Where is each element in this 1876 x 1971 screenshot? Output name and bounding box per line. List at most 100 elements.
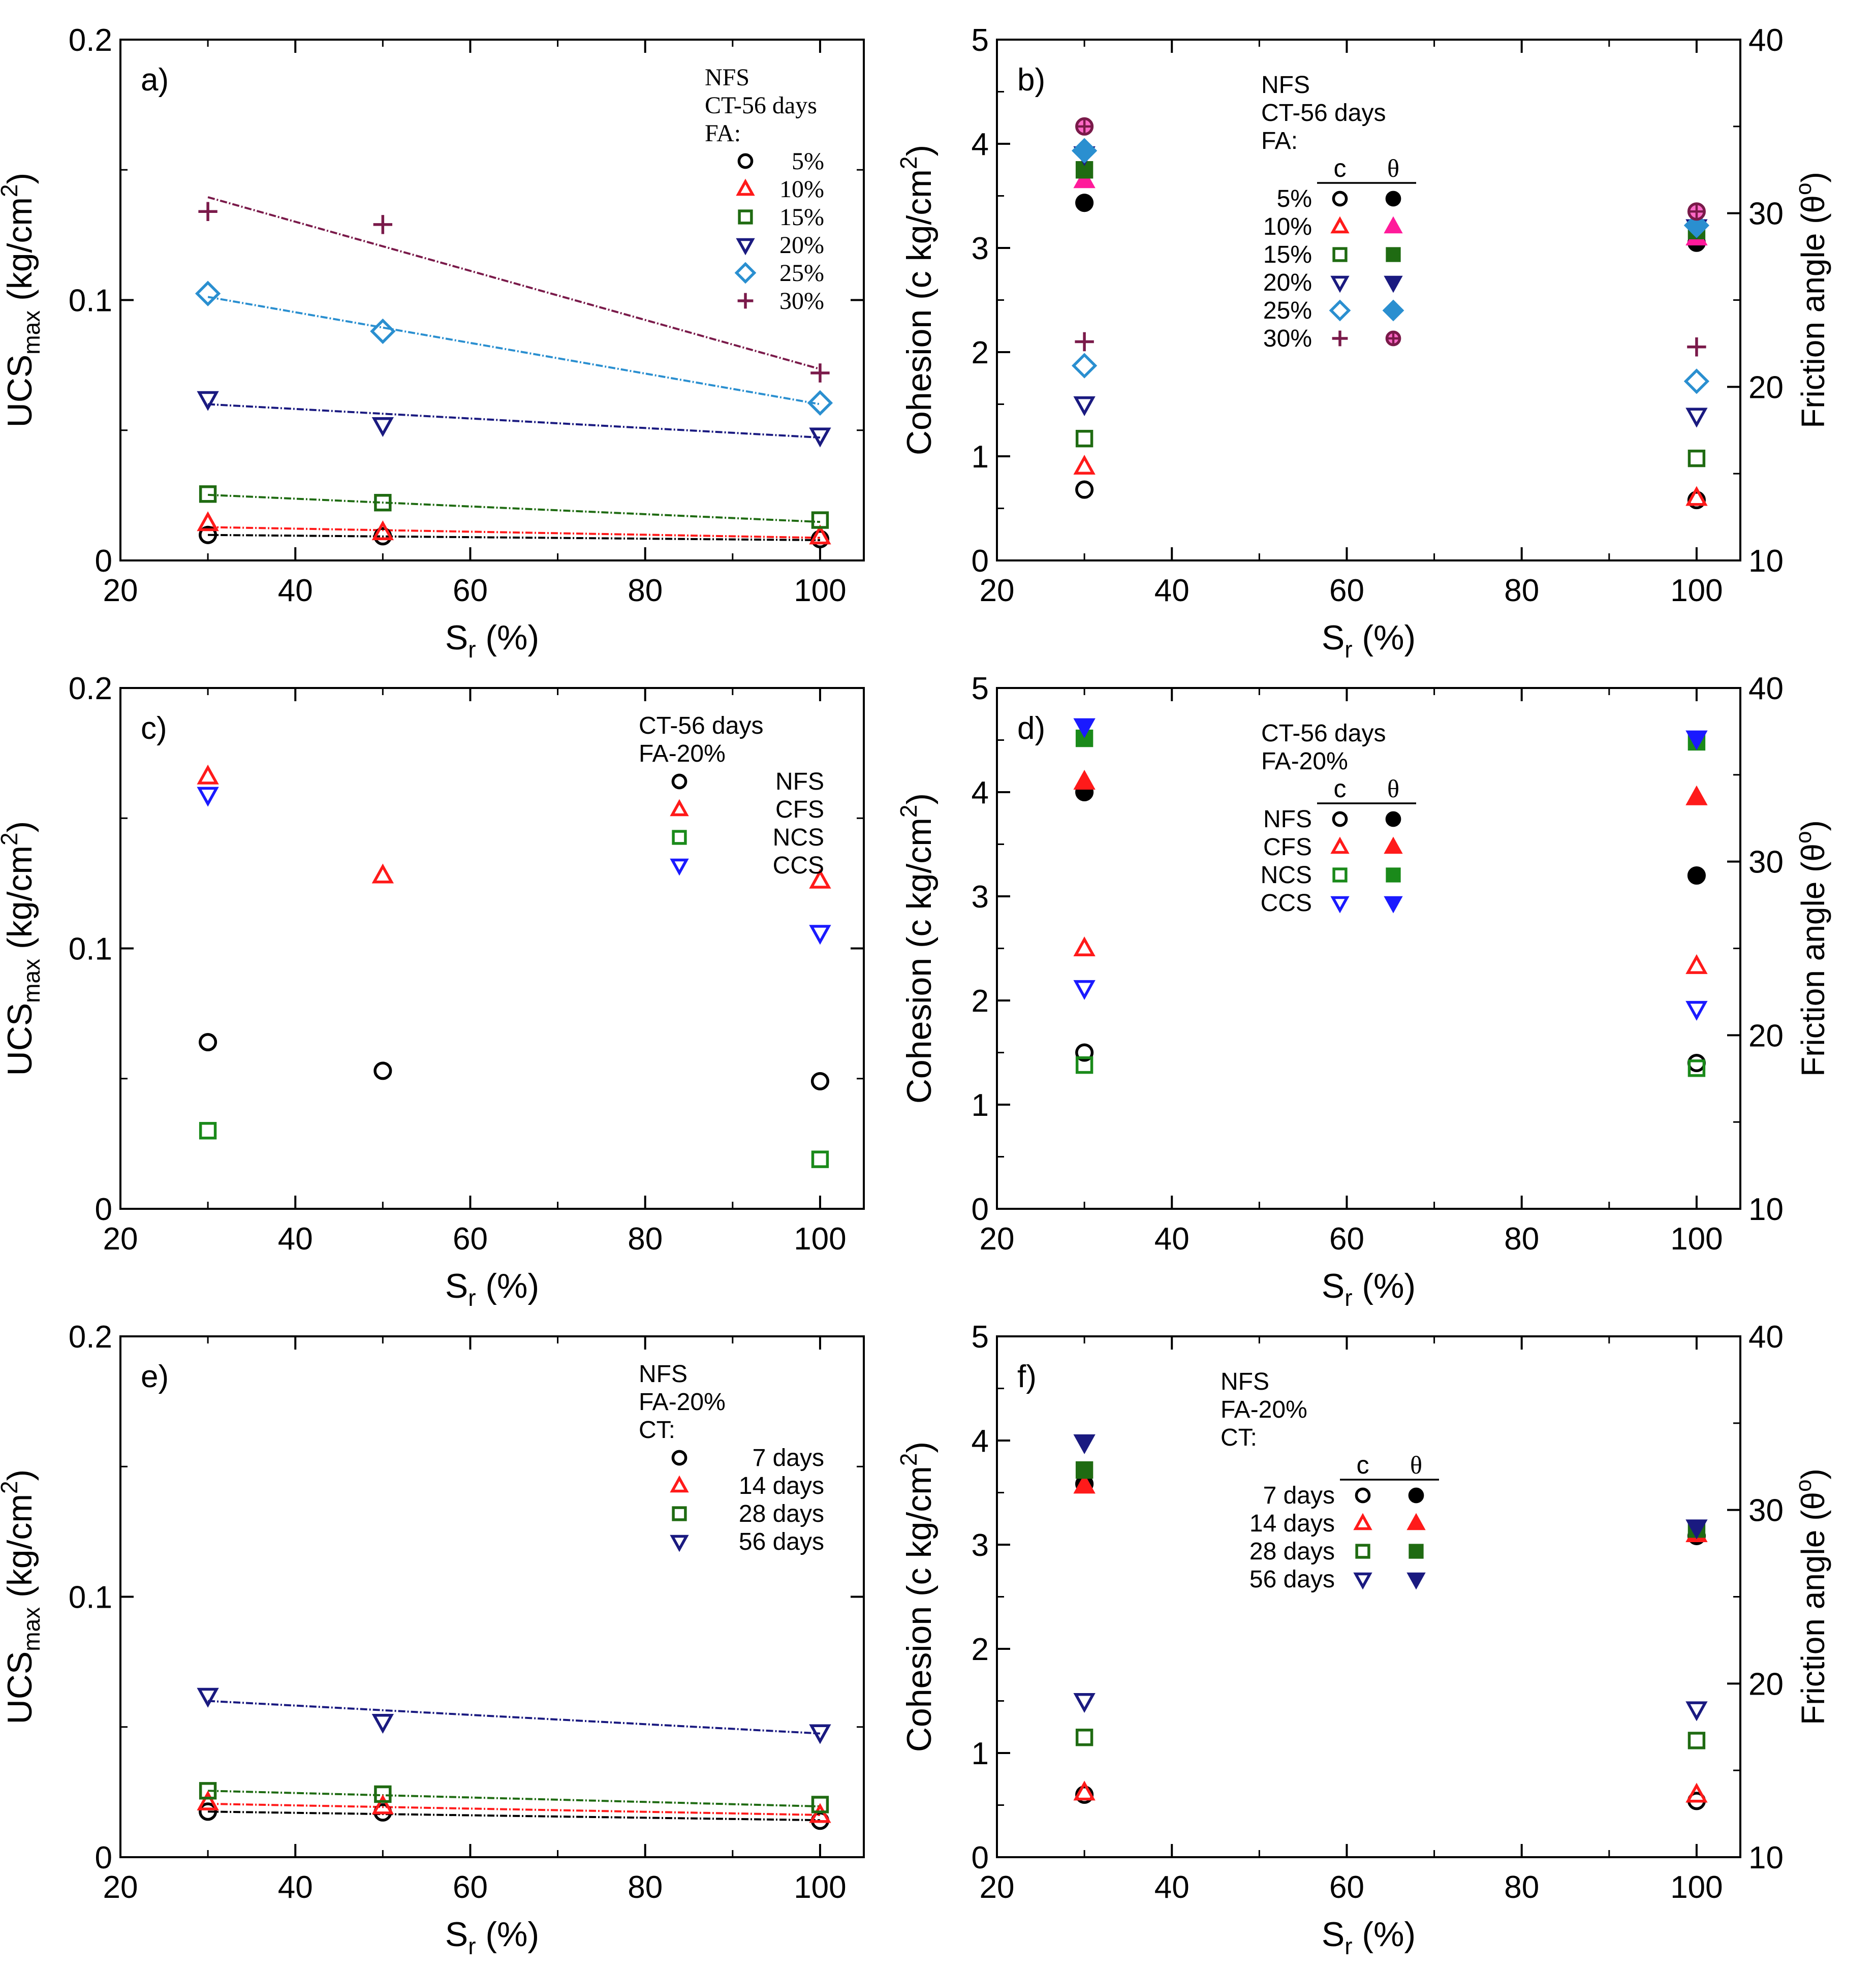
legend-marker-theta bbox=[1382, 299, 1404, 322]
y2-label-close: ) bbox=[1795, 820, 1831, 831]
data-point-cohesion bbox=[1071, 353, 1098, 379]
fit-line bbox=[207, 296, 821, 405]
series-1 bbox=[197, 764, 831, 889]
legend-col-theta: θ bbox=[1387, 774, 1399, 803]
legend-marker-c bbox=[1353, 1513, 1372, 1530]
legend-col-c: c bbox=[1334, 154, 1347, 182]
data-point-friction-angle bbox=[1073, 1474, 1096, 1494]
y-tick-label: 3 bbox=[972, 231, 989, 266]
y-label-sub: max bbox=[18, 1607, 45, 1651]
data-point-friction-angle bbox=[1073, 168, 1096, 189]
x-tick-label: 100 bbox=[794, 1222, 846, 1257]
y2-tick-label: 40 bbox=[1748, 23, 1784, 58]
data-point bbox=[809, 868, 831, 889]
y2-label-close: ) bbox=[1795, 172, 1831, 182]
x-axis-label: Sr (%) bbox=[1322, 1267, 1416, 1311]
legend-marker bbox=[734, 262, 757, 284]
legend-label: 20% bbox=[1263, 269, 1312, 296]
series-3 bbox=[1073, 1434, 1708, 1722]
x-label-sub: r bbox=[468, 636, 476, 663]
x-tick-label: 60 bbox=[453, 573, 488, 608]
legend-title: NFS bbox=[1261, 72, 1310, 99]
data-point bbox=[374, 494, 392, 512]
legend-marker bbox=[670, 858, 689, 876]
data-point bbox=[809, 1724, 831, 1744]
marker-cross bbox=[1076, 118, 1092, 135]
legend-title: CT-56 days bbox=[705, 92, 817, 119]
y-label-sup: 2 bbox=[895, 804, 922, 818]
legend-marker-c bbox=[1330, 896, 1350, 914]
y-label-sub: max bbox=[18, 310, 45, 355]
panel-label: d) bbox=[1017, 711, 1045, 746]
legend-marker-theta bbox=[1385, 330, 1401, 347]
data-point-cohesion bbox=[1687, 449, 1706, 467]
y-label-main: UCS bbox=[1, 355, 39, 428]
x-label-sub: r bbox=[1345, 1933, 1352, 1959]
data-point-friction-angle bbox=[1075, 1461, 1093, 1479]
x-tick-label: 100 bbox=[794, 573, 846, 608]
legend-title: CT: bbox=[639, 1417, 675, 1444]
data-point-cohesion bbox=[1687, 1059, 1706, 1077]
legend-label: 7 days bbox=[1263, 1482, 1335, 1509]
legend-marker bbox=[671, 1450, 687, 1466]
series-2 bbox=[1075, 1461, 1706, 1749]
y-label-sup: 2 bbox=[0, 832, 22, 846]
x-tick-label: 40 bbox=[278, 573, 313, 608]
series-3 bbox=[197, 391, 831, 448]
legend-marker-theta bbox=[1409, 1544, 1424, 1559]
y-label-sub: max bbox=[18, 959, 45, 1003]
y-label-main: UCS bbox=[1, 1003, 39, 1076]
panel-e: 20 40 60 80 100 0 0.1 0.2 Sr (%) UCSmax (kg/cm2) e… bbox=[0, 1320, 865, 1959]
series-2 bbox=[199, 1122, 829, 1168]
x-label-main: S bbox=[1322, 618, 1345, 657]
x-label-tail: (%) bbox=[1353, 1915, 1416, 1954]
fit-line bbox=[208, 1802, 820, 1816]
y2-label-sup: o bbox=[1791, 182, 1816, 195]
data-point bbox=[371, 863, 394, 884]
legend-label: NFS bbox=[1263, 806, 1312, 833]
y-tick-label: 5 bbox=[972, 23, 989, 58]
data-point-friction-angle bbox=[1073, 718, 1096, 738]
x-axis-label: Sr (%) bbox=[445, 1267, 539, 1311]
legend-label: CFS bbox=[1263, 834, 1312, 861]
y-tick-label: 0 bbox=[972, 1192, 989, 1227]
legend-col-c: c bbox=[1357, 1451, 1369, 1479]
legend-marker-theta bbox=[1385, 811, 1401, 827]
x-label-tail: (%) bbox=[1353, 618, 1416, 657]
series-1 bbox=[197, 511, 831, 545]
y-label-main: UCS bbox=[1, 1651, 39, 1725]
y-label-close: ) bbox=[900, 793, 939, 805]
series-1 bbox=[1073, 1474, 1708, 1803]
series-3 bbox=[1073, 718, 1708, 1021]
series-2 bbox=[199, 1782, 829, 1813]
legend-marker-theta bbox=[1386, 247, 1401, 262]
legend-title: FA: bbox=[1261, 128, 1298, 154]
data-point bbox=[199, 1033, 217, 1052]
data-point-friction-angle bbox=[1687, 866, 1706, 885]
data-point-cohesion bbox=[1685, 1782, 1708, 1803]
data-point bbox=[199, 1782, 217, 1800]
y2-label-sup: o bbox=[1791, 1479, 1816, 1491]
legend-label: 15% bbox=[779, 204, 824, 231]
fit-line bbox=[208, 1810, 820, 1822]
y2-label-close: ) bbox=[1795, 1468, 1831, 1479]
legend-label: NCS bbox=[1261, 862, 1312, 889]
data-point-cohesion bbox=[1073, 396, 1096, 417]
data-point-cohesion bbox=[1073, 1693, 1096, 1713]
x-tick-label: 80 bbox=[628, 573, 663, 608]
y2-tick-label: 30 bbox=[1748, 197, 1784, 232]
series-1 bbox=[197, 1790, 831, 1823]
y-tick-label: 0 bbox=[95, 544, 112, 579]
legend-marker-theta bbox=[1385, 191, 1401, 207]
data-point-friction-angle bbox=[1073, 1434, 1096, 1454]
legend-label: 28 days bbox=[739, 1500, 824, 1527]
legend-marker-c bbox=[1330, 216, 1350, 234]
y-tick-label: 2 bbox=[972, 335, 989, 370]
data-point bbox=[809, 427, 831, 448]
x-tick-label: 40 bbox=[278, 1870, 313, 1905]
legend-label: 25% bbox=[1263, 297, 1312, 324]
x-tick-label: 80 bbox=[628, 1870, 663, 1905]
x-tick-label: 80 bbox=[1504, 1870, 1539, 1905]
legend-marker-c bbox=[1355, 1487, 1371, 1504]
